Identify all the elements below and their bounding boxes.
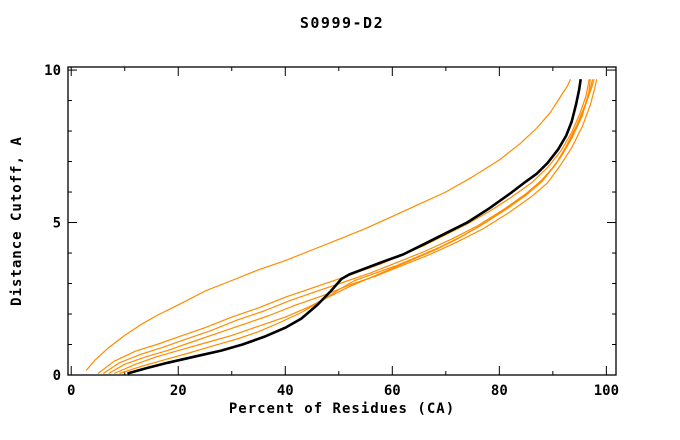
x-tick-label: 100 [594,383,619,399]
x-tick-label: 60 [384,383,401,399]
series-curve-2-orange [97,79,590,374]
x-tick-label: 40 [277,383,294,399]
series-curve-7-black-main [127,79,582,375]
y-tick-label: 0 [53,368,61,384]
x-tick-label: 0 [67,383,75,399]
plot-frame [67,66,617,376]
series-curve-4-orange [108,79,598,375]
chart-title: S0999-D2 [299,14,385,32]
series-curve-1-orange-high [85,78,572,371]
y-tick-label: 10 [44,63,61,79]
x-axis-label: Percent of Residues (CA) [228,401,456,417]
x-tick-label: 20 [170,383,187,399]
series-curve-5-orange [113,79,591,375]
series-curve-6-orange [119,79,595,375]
y-tick-label: 5 [53,216,61,232]
x-tick-label: 80 [491,383,508,399]
series-curve-3-orange [102,79,594,374]
